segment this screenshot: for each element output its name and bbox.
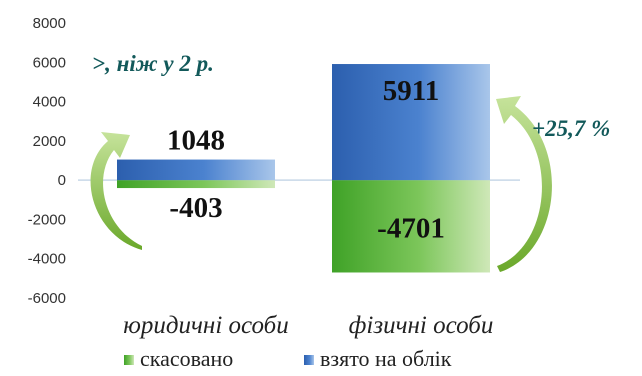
annotation-legal: >, ніж у 2 р. [92,51,214,76]
legend-swatch-cancelled [124,355,134,365]
y-tick-label: 0 [58,172,66,189]
value-label-cancelled-2: -4701 [377,212,445,244]
category-label-1: юридичні особи [123,312,289,339]
bar-cancelled-1 [117,180,275,189]
category-label-2: фізичні особи [349,312,494,339]
y-axis-ticks: 8000 6000 4000 2000 0 -2000 -4000 -6000 [28,15,66,307]
bar-registered-2 [332,64,490,181]
value-label-cancelled-1: -403 [169,192,222,224]
value-labels: -403 1048 -4701 5911 [167,75,445,244]
value-label-registered-1: 1048 [167,125,225,157]
bar-registered-1 [117,159,275,181]
y-tick-label: -2000 [28,211,66,228]
y-tick-label: -6000 [28,290,66,307]
legend-label-registered: взято на облік [320,346,452,371]
y-tick-label: 4000 [33,94,66,111]
y-tick-label: 8000 [33,15,66,32]
legend-label-cancelled: скасовано [140,346,233,371]
annotation-individual: +25,7 % [532,116,610,141]
y-tick-label: 6000 [33,54,66,71]
bars [117,64,490,273]
growth-arrow-individual [496,96,552,272]
legend-swatch-registered [304,355,314,365]
legend: скасовано взято на облік [124,346,452,371]
y-tick-label: -4000 [28,251,66,268]
y-tick-label: 2000 [33,133,66,150]
bar-cancelled-2 [332,180,490,273]
growth-arrow-legal [90,132,142,250]
value-label-registered-2: 5911 [383,75,439,107]
category-labels: юридичні особи фізичні особи [123,312,493,339]
